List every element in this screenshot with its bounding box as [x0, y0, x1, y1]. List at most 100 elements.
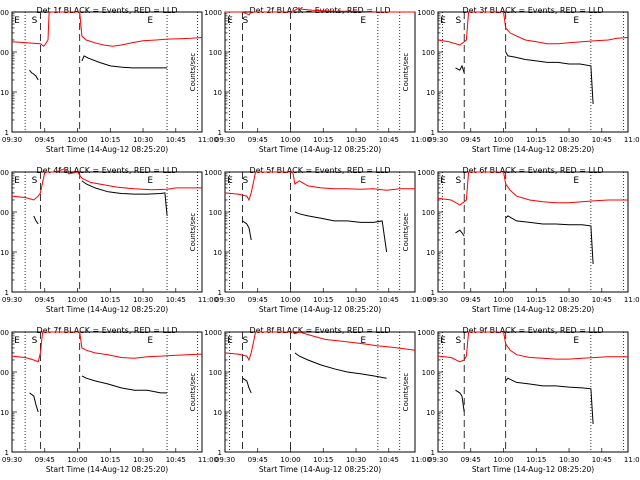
- panel-title: Det 5f BLACK = Events, RED = LLD: [249, 166, 390, 175]
- x-tick-label: 10:45: [379, 136, 399, 144]
- chart-panel: Det 5f BLACK = Events, RED = LLD 1 10 100 10…: [189, 166, 431, 314]
- x-tick-label: 11:00: [198, 296, 218, 304]
- x-tick-label: 09:30: [428, 456, 448, 464]
- chart-panel: Det 9f BLACK = Events, RED = LLD 1 10 100 10…: [402, 326, 640, 474]
- x-tick-label: 11:00: [411, 136, 431, 144]
- series-line-black: [455, 229, 465, 237]
- series-line-black: [505, 215, 594, 265]
- x-tick-label: 09:30: [215, 456, 235, 464]
- x-tick-label: 11:00: [198, 456, 218, 464]
- chart-panel: Det 1f BLACK = Events, RED = LLD 1 10 100 10…: [0, 6, 218, 154]
- x-tick-label: 10:45: [592, 456, 612, 464]
- x-axis-label: Start Time (14-Aug-12 08:25:20): [46, 305, 168, 314]
- y-tick-label: 100: [0, 209, 9, 217]
- chart-panel: Det 2f BLACK = Events, RED = LLD11010010…: [189, 6, 431, 154]
- x-tick-label: 10:30: [346, 136, 366, 144]
- x-tick-label: 10:45: [379, 456, 399, 464]
- x-tick-label: 09:30: [428, 136, 448, 144]
- event-marker-label: E: [227, 16, 233, 26]
- y-tick-label: 1: [431, 129, 435, 137]
- x-tick-label: 09:30: [2, 136, 22, 144]
- y-tick-label: 1000: [204, 169, 222, 177]
- series-line-black: [294, 211, 388, 253]
- series-line-black: [242, 377, 252, 394]
- x-tick-label: 11:00: [624, 136, 640, 144]
- y-axis-label: Counts/sec: [402, 373, 410, 412]
- x-tick-label: 10:15: [526, 296, 546, 304]
- x-tick-label: 09:30: [215, 296, 235, 304]
- event-marker-label: E: [227, 176, 233, 186]
- x-tick-label: 10:15: [100, 296, 120, 304]
- x-tick-label: 09:45: [248, 296, 268, 304]
- plot-frame: [437, 171, 629, 293]
- event-marker-label: E: [360, 336, 366, 346]
- y-axis-label: Counts/sec: [402, 53, 410, 92]
- y-tick-label: 10: [426, 409, 435, 417]
- y-tick-label: 1000: [417, 9, 435, 17]
- x-axis-label: Start Time (14-Aug-12 08:25:20): [259, 145, 381, 154]
- y-tick-label: 10: [426, 249, 435, 257]
- y-tick-label: 10: [213, 249, 222, 257]
- series-line-red: [11, 11, 203, 47]
- y-tick-label: 1000: [417, 169, 435, 177]
- plot-frame: [437, 331, 629, 453]
- y-tick-label: 1: [218, 289, 222, 297]
- x-tick-label: 11:00: [411, 456, 431, 464]
- series-line-black: [33, 215, 39, 225]
- plot-frame: [11, 331, 203, 453]
- series-line-black: [505, 51, 594, 105]
- series-line-black: [505, 377, 594, 425]
- x-tick-label: 10:15: [100, 136, 120, 144]
- x-tick-label: 10:45: [166, 456, 186, 464]
- x-tick-label: 10:00: [280, 296, 300, 304]
- x-tick-label: 10:30: [133, 296, 153, 304]
- plot-frame: [11, 171, 203, 293]
- plot-frame: [437, 11, 629, 133]
- panel-title: Det 6f BLACK = Events, RED = LLD: [462, 166, 603, 175]
- series-line-black: [455, 64, 465, 74]
- x-tick-label: 09:30: [428, 296, 448, 304]
- x-tick-label: 10:00: [67, 136, 87, 144]
- x-axis-label: Start Time (14-Aug-12 08:25:20): [472, 465, 594, 474]
- x-tick-label: 09:30: [215, 136, 235, 144]
- panel-title: Det 4f BLACK = Events, RED = LLD: [36, 166, 177, 175]
- x-tick-label: 10:30: [346, 296, 366, 304]
- y-tick-label: 10: [213, 89, 222, 97]
- y-tick-label: 10: [0, 409, 9, 417]
- event-marker-label: E: [573, 16, 579, 26]
- series-line-red: [224, 331, 416, 362]
- panel-title: Det 8f BLACK = Events, RED = LLD: [249, 326, 390, 335]
- x-tick-label: 10:00: [67, 456, 87, 464]
- x-tick-label: 10:15: [313, 296, 333, 304]
- y-tick-label: 1000: [0, 9, 9, 17]
- x-tick-label: 10:30: [559, 136, 579, 144]
- plot-frame: [224, 331, 416, 453]
- event-marker-label: E: [360, 16, 366, 26]
- x-tick-label: 10:15: [313, 136, 333, 144]
- event-marker-label: E: [573, 176, 579, 186]
- x-tick-label: 11:00: [624, 296, 640, 304]
- event-marker-label: E: [573, 336, 579, 346]
- y-tick-label: 10: [0, 249, 9, 257]
- y-tick-label: 1000: [0, 329, 9, 337]
- event-marker-label: S: [242, 176, 248, 186]
- chart-panel: Det 4f BLACK = Events, RED = LLD 1 10 100 10…: [0, 166, 218, 314]
- x-tick-label: 09:30: [2, 296, 22, 304]
- x-tick-label: 09:45: [461, 296, 481, 304]
- chart-panel: Det 3f BLACK = Events, RED = LLD 1 10 100 10…: [402, 6, 640, 154]
- y-tick-label: 100: [422, 369, 435, 377]
- x-tick-label: 10:45: [592, 296, 612, 304]
- event-marker-label: E: [440, 16, 446, 26]
- y-tick-label: 1: [218, 129, 222, 137]
- event-marker-label: S: [242, 16, 248, 26]
- series-line-red: [437, 11, 629, 46]
- plot-frame: [224, 171, 416, 293]
- x-axis-label: Start Time (14-Aug-12 08:25:20): [259, 305, 381, 314]
- y-tick-label: 1000: [204, 329, 222, 337]
- x-tick-label: 09:45: [248, 136, 268, 144]
- event-marker-label: S: [242, 336, 248, 346]
- y-tick-label: 10: [426, 89, 435, 97]
- x-tick-label: 10:30: [346, 456, 366, 464]
- y-tick-label: 100: [422, 209, 435, 217]
